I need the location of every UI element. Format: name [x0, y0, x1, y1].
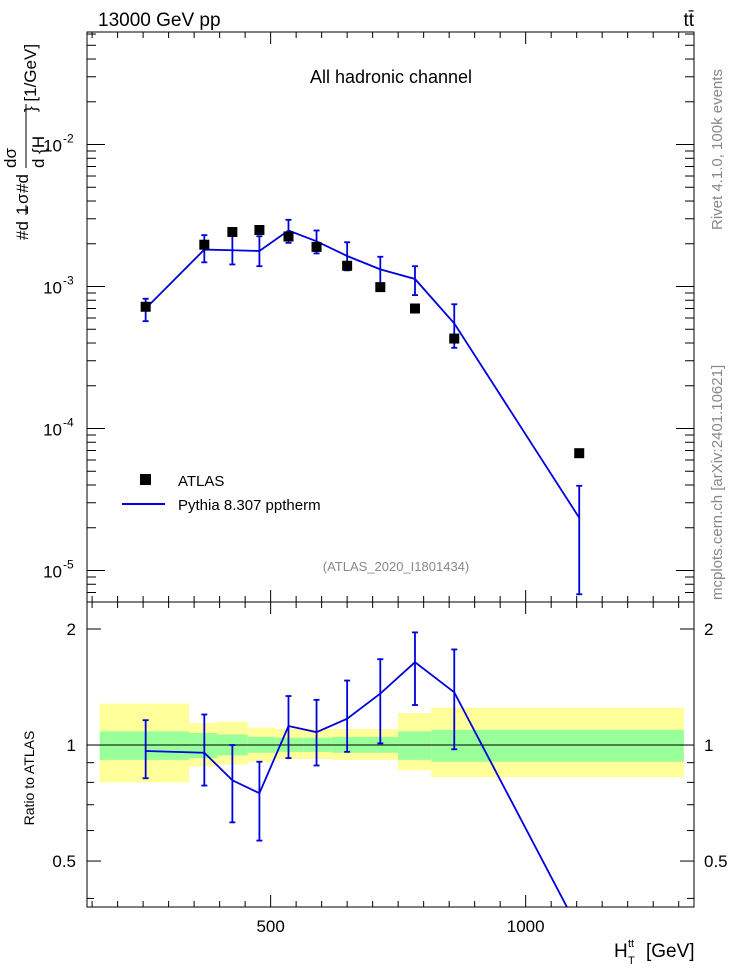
main-y-ticks: 10-510-410-310-2: [43, 33, 694, 603]
x-tick-label: 1000: [507, 917, 545, 936]
main-frame: [86, 31, 695, 603]
data-point: [140, 301, 151, 312]
ratio-y-ticks: 0.5 0.5 1 1 2 2: [52, 620, 728, 899]
analysis-tag: (ATLAS_2020_I1801434): [323, 559, 469, 574]
ratio-y-tick-label: 0.5: [52, 852, 76, 871]
rivet-label: Rivet 4.1.0, 100k events: [709, 69, 726, 230]
ratio-ylabel: Ratio to ATLAS: [21, 731, 37, 826]
legend-atlas-marker: [140, 474, 151, 485]
ratio-series-group: [142, 631, 568, 907]
xlabel-unit: [GeV]: [646, 941, 695, 962]
main-ylabel-den: d {H: [29, 136, 48, 168]
process-label: tt̄: [683, 10, 694, 31]
y-tick-exponent: -3: [63, 274, 74, 288]
ratio-y-tick-label-right: 0.5: [704, 852, 728, 871]
data-point: [449, 333, 460, 344]
band-inner: [99, 731, 190, 760]
data-point: [227, 227, 238, 238]
y-tick-label: 10: [43, 279, 62, 298]
data-point: [375, 282, 386, 293]
main-y-axis-label: #d 1 σ #d dσ d {H } [1/GeV]: [1, 44, 48, 240]
ratio-y-tick-label-right: 1: [704, 736, 713, 755]
data-point: [574, 448, 585, 459]
band-inner: [398, 731, 432, 760]
y-tick-exponent: -4: [63, 416, 74, 430]
main-ylabel-prefix: #d: [13, 221, 32, 240]
mc-series: [142, 218, 583, 596]
y-tick-label: 10: [43, 137, 62, 156]
data-point: [254, 225, 265, 236]
data-point: [409, 303, 420, 314]
main-ylabel-frac1: 1: [13, 206, 32, 215]
ratio-panel: 0.5 0.5 1 1 2 2 500 1000 Ratio to ATLAS H tt T…: [21, 601, 728, 967]
main-ylabel-num: dσ: [1, 148, 20, 168]
main-ylabel-sigma: σ: [13, 193, 32, 204]
chart-title: All hadronic channel: [310, 67, 472, 87]
energy-label: 13000 GeV pp: [98, 10, 221, 31]
ratio-y-tick-label-right: 2: [704, 620, 713, 639]
data-series: [140, 225, 585, 459]
ratio-y-tick-label: 1: [67, 736, 76, 755]
legend-atlas-label: ATLAS: [178, 473, 224, 490]
legend: ATLAS Pythia 8.307 pptherm: [122, 473, 321, 514]
data-point: [199, 239, 210, 250]
main-x-ticks: [91, 32, 680, 602]
y-tick-label: 10: [43, 421, 62, 440]
xlabel-h: H: [614, 941, 628, 962]
ratio-series: [142, 631, 568, 907]
data-point: [342, 260, 353, 271]
y-tick-exponent: -5: [63, 557, 74, 571]
ratio-x-ticks: 500 1000: [91, 602, 680, 936]
data-point: [283, 231, 294, 242]
ratio-frame: [86, 601, 695, 908]
legend-mc-label: Pythia 8.307 pptherm: [178, 497, 321, 514]
y-tick-label: 10: [43, 562, 62, 581]
data-point: [311, 241, 322, 252]
main-ylabel-d: #d: [13, 174, 32, 193]
source-label: mcplots.cern.ch [arXiv:2401.10621]: [709, 365, 726, 600]
ratio-line: [145, 661, 568, 907]
ratio-y-tick-label: 2: [67, 620, 76, 639]
x-axis-label: H tt T [GeV]: [614, 938, 695, 967]
main-panel: All hadronic channel (ATLAS_2020_I180143…: [1, 31, 695, 603]
ratio-bands: [99, 703, 684, 783]
x-tick-label: 500: [256, 917, 284, 936]
main-ylabel-unit: } [1/GeV]: [21, 44, 40, 112]
y-tick-exponent: -2: [63, 132, 74, 146]
band-inner: [431, 729, 684, 762]
xlabel-sub: T: [628, 955, 635, 967]
xlabel-sup: tt: [628, 938, 634, 950]
